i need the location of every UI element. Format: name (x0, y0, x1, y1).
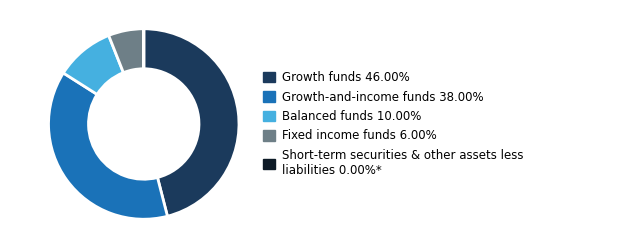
Wedge shape (49, 73, 168, 219)
Wedge shape (63, 35, 123, 94)
Legend: Growth funds 46.00%, Growth-and-income funds 38.00%, Balanced funds 10.00%, Fixe: Growth funds 46.00%, Growth-and-income f… (263, 71, 524, 177)
Wedge shape (109, 29, 144, 73)
Wedge shape (144, 29, 239, 216)
